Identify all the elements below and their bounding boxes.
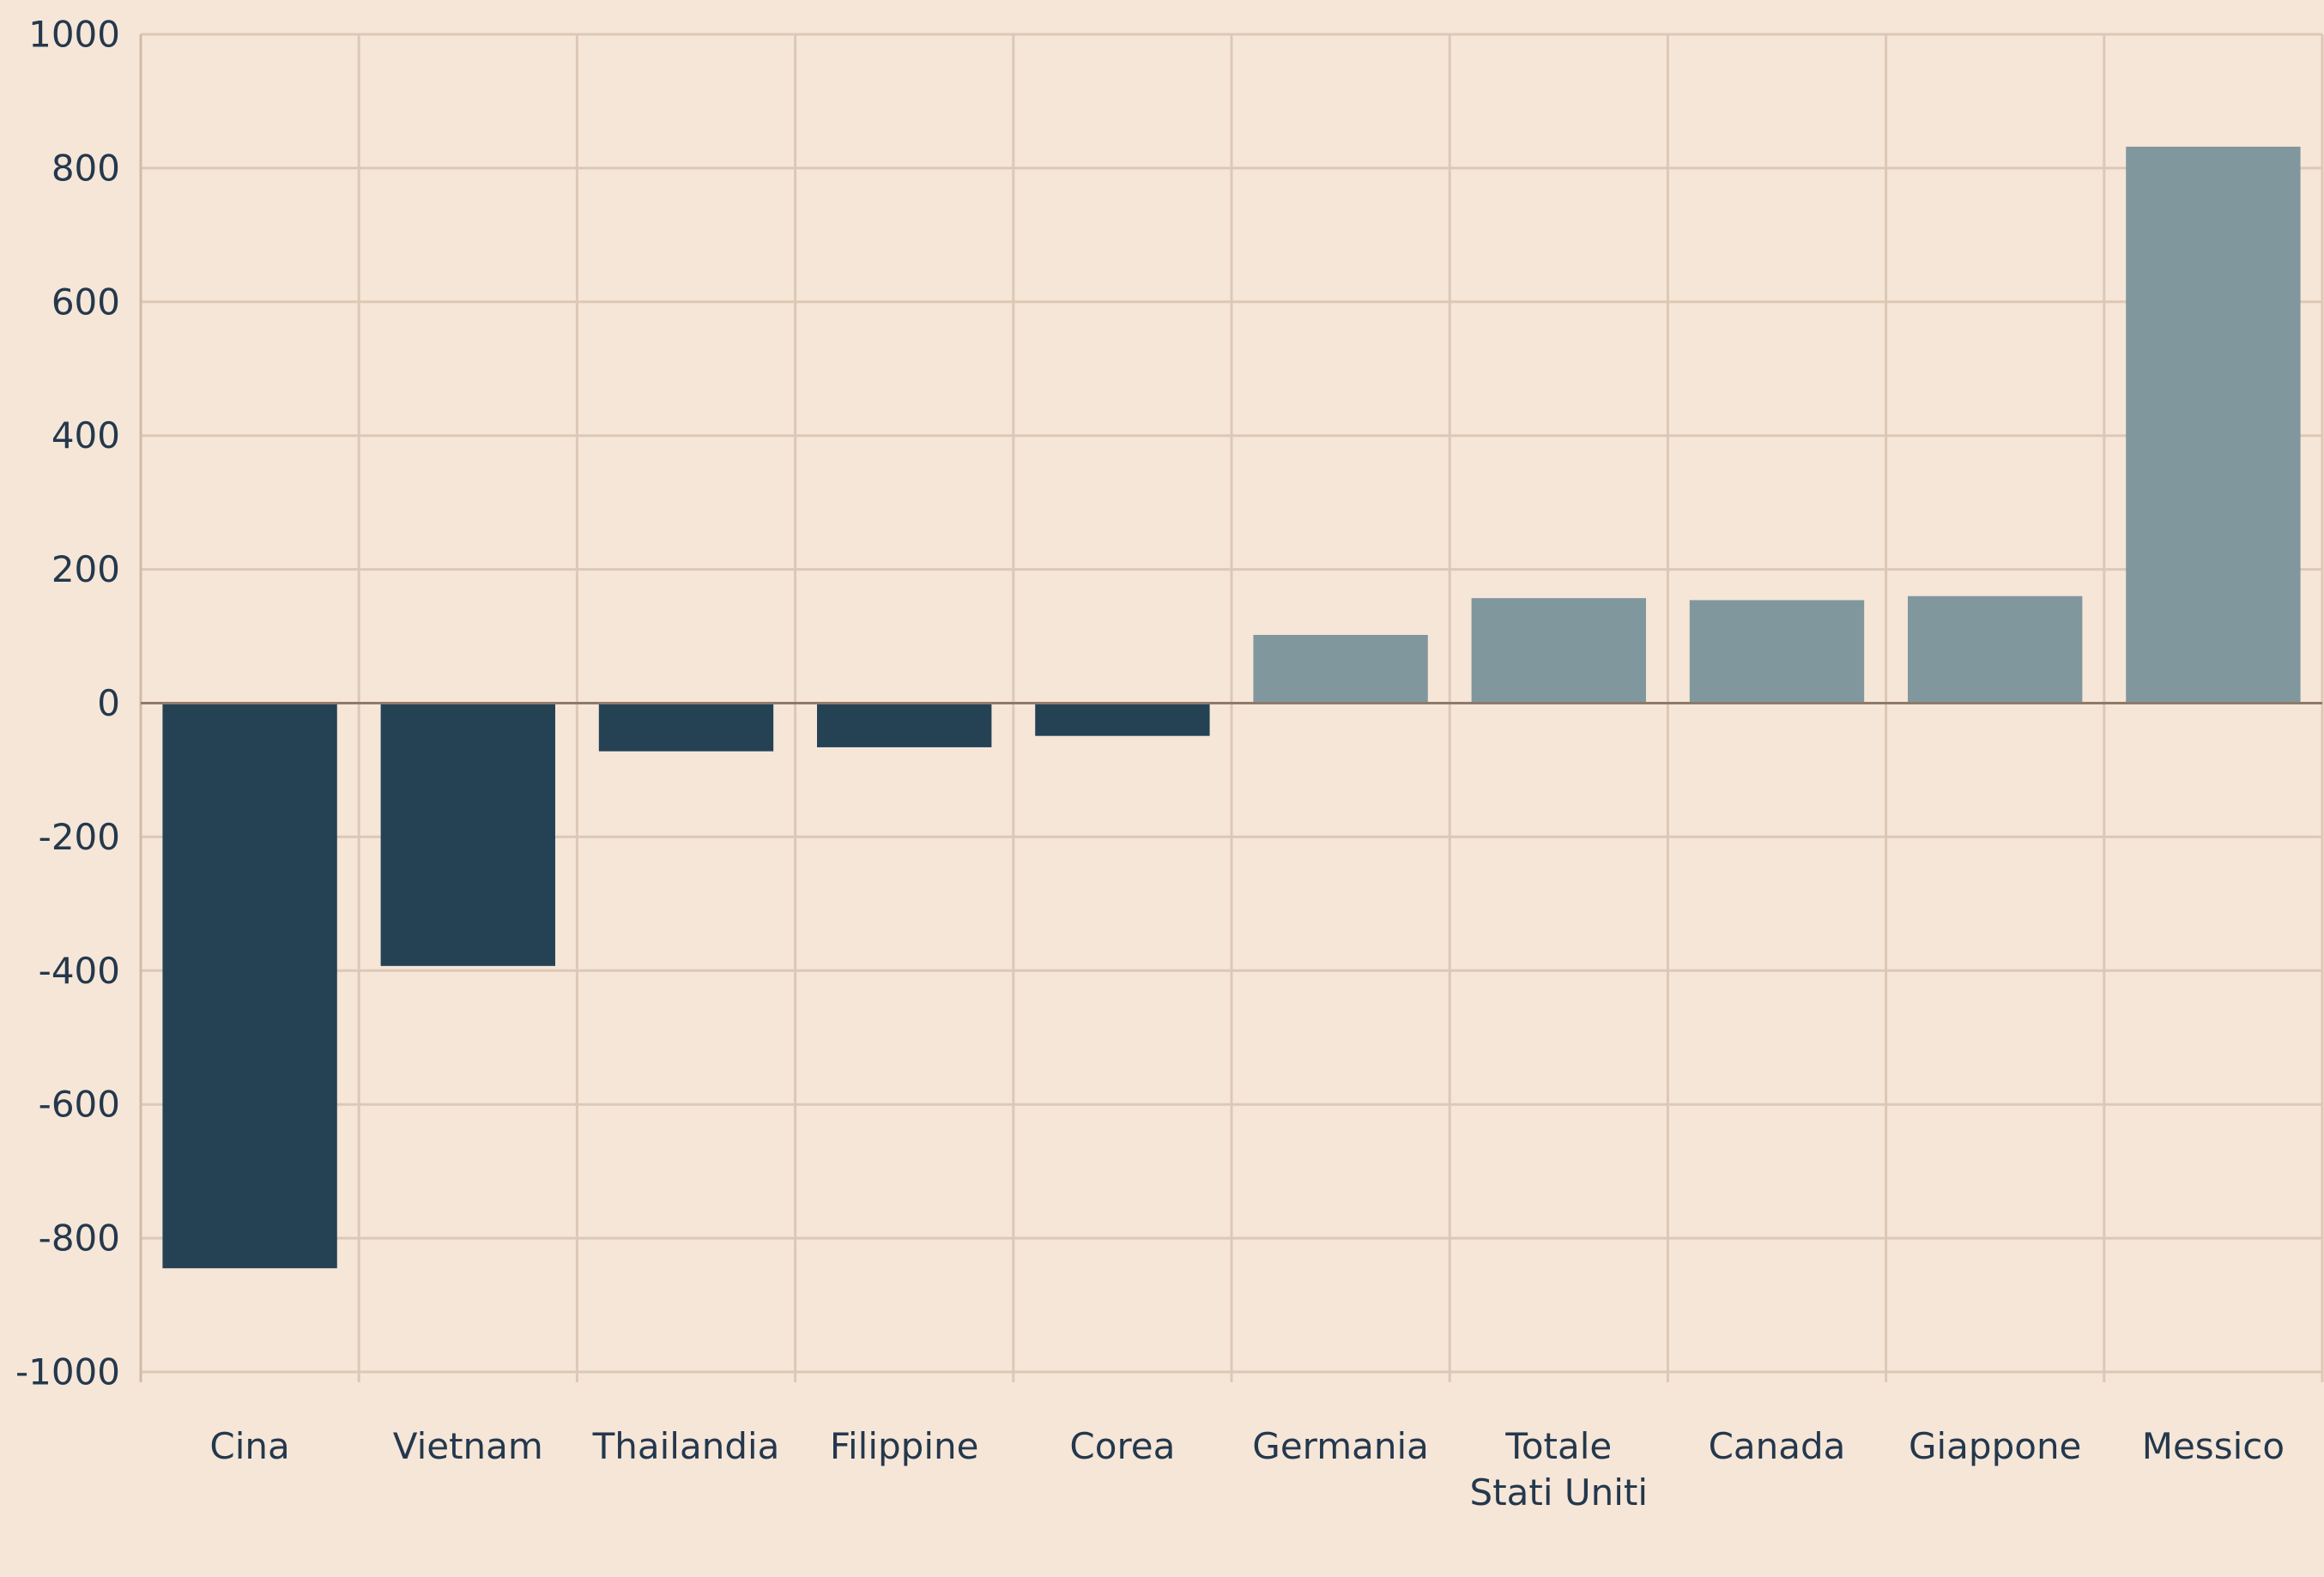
y-tick-label: -600: [39, 1084, 120, 1126]
y-tick-label: 400: [51, 414, 120, 456]
x-category-label: Germania: [1252, 1425, 1429, 1467]
bar-giappone: [1908, 595, 2083, 704]
labels-layer: 1000 800 600 400 200 0 -200 -400 -600 -800 -1000 Ci…: [15, 14, 2285, 1514]
y-tick-label: -800: [39, 1217, 120, 1260]
x-category-label-line: Messico: [2142, 1425, 2285, 1467]
x-category-label-line: Canada: [1709, 1425, 1846, 1467]
x-category-label: Thailandia: [592, 1425, 780, 1467]
y-tick-label: 1000: [28, 14, 120, 56]
bar-messico: [2126, 146, 2301, 704]
y-tick-label: -1000: [15, 1351, 120, 1393]
x-category-label: Canada: [1709, 1425, 1846, 1467]
bar-corea: [1035, 703, 1210, 736]
x-category-label-line: Vietnam: [393, 1425, 543, 1467]
x-category-label-line: Giappone: [1909, 1425, 2081, 1467]
x-category-label: Messico: [2142, 1425, 2285, 1467]
x-category-label: Giappone: [1909, 1425, 2081, 1467]
bar-germania: [1253, 634, 1428, 704]
bars-layer: [162, 146, 2301, 1269]
y-tick-label: 800: [51, 147, 120, 189]
bar-cina: [162, 703, 337, 1269]
x-category-label: Cina: [209, 1425, 289, 1467]
y-tick-label: 600: [51, 281, 120, 323]
x-category-label: Filippine: [830, 1425, 979, 1467]
x-category-label-line: Totale: [1504, 1425, 1612, 1467]
y-tick-label: -200: [39, 816, 120, 858]
x-category-label-line: Stati Uniti: [1470, 1471, 1649, 1514]
bar-filippine: [817, 703, 992, 747]
bar-totale-stati-uniti: [1471, 598, 1646, 704]
x-category-label-line: Filippine: [830, 1425, 979, 1467]
x-category-label-line: Cina: [209, 1425, 289, 1467]
x-category-label-line: Corea: [1069, 1425, 1175, 1467]
bar-thailandia: [598, 703, 774, 752]
x-category-label-line: Germania: [1252, 1425, 1429, 1467]
x-category-label: Totale Stati Uniti: [1470, 1425, 1649, 1514]
x-category-label: Vietnam: [393, 1425, 543, 1467]
x-category-label: Corea: [1069, 1425, 1175, 1467]
y-tick-label: 0: [97, 682, 120, 724]
bar-vietnam: [380, 703, 555, 966]
x-category-label-line: Thailandia: [592, 1425, 780, 1467]
bar-canada: [1689, 600, 1865, 704]
y-tick-label: 200: [51, 548, 120, 590]
y-tick-label: -400: [39, 950, 120, 992]
